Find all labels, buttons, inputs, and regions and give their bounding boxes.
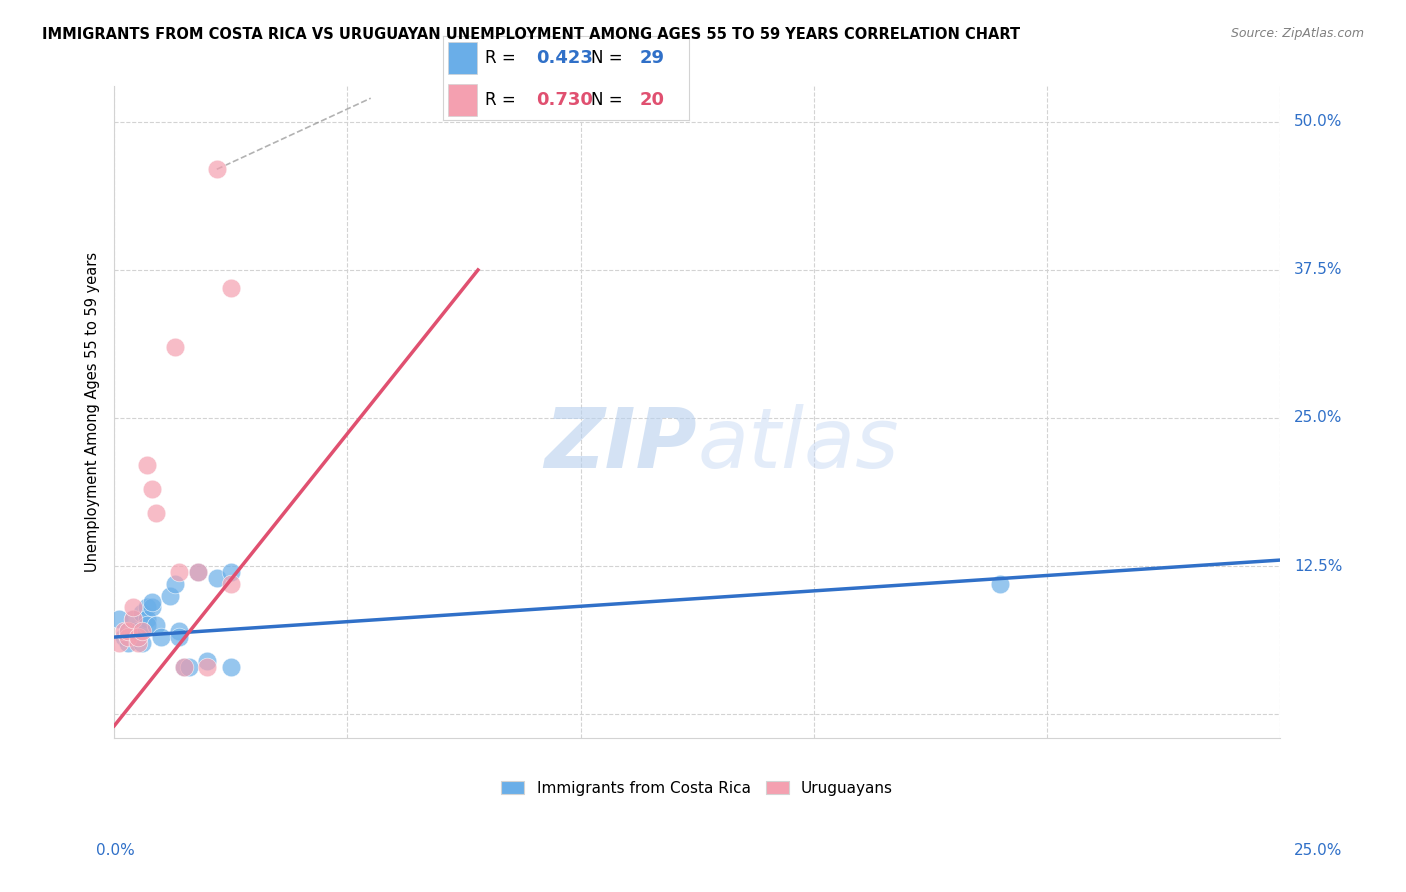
Point [117, 624, 139, 639]
Point [127, 624, 149, 639]
Point [131, 636, 153, 650]
Legend: Immigrants from Costa Rica, Uruguayans: Immigrants from Costa Rica, Uruguayans [495, 774, 898, 802]
Point [135, 600, 157, 615]
Point [117, 636, 139, 650]
Text: 20: 20 [640, 91, 665, 109]
Point [141, 482, 163, 496]
Point [177, 659, 200, 673]
Point [131, 624, 153, 639]
Text: 29: 29 [640, 49, 665, 67]
Point [117, 624, 139, 639]
Point [135, 458, 157, 473]
Point [219, 565, 242, 579]
Point [112, 630, 135, 644]
Point [121, 624, 143, 639]
Text: Source: ZipAtlas.com: Source: ZipAtlas.com [1230, 27, 1364, 40]
Point [135, 612, 157, 626]
Point [173, 659, 195, 673]
Text: 0.423: 0.423 [537, 49, 593, 67]
Point [187, 565, 209, 579]
Point [988, 576, 1011, 591]
Point [205, 162, 228, 177]
Y-axis label: Unemployment Among Ages 55 to 59 years: Unemployment Among Ages 55 to 59 years [86, 252, 100, 572]
Point [131, 607, 153, 621]
Point [145, 618, 167, 632]
Point [169, 624, 191, 639]
Point [159, 589, 181, 603]
Point [117, 630, 139, 644]
Point [127, 630, 149, 644]
Point [141, 600, 163, 615]
Text: 50.0%: 50.0% [1294, 114, 1343, 129]
Point [121, 600, 143, 615]
Point [169, 565, 191, 579]
Text: N =: N = [591, 49, 627, 67]
Point [219, 659, 242, 673]
Point [219, 576, 242, 591]
Point [187, 565, 209, 579]
Text: R =: R = [485, 91, 520, 109]
Text: 0.0%: 0.0% [96, 843, 135, 858]
Point [108, 636, 131, 650]
Point [108, 612, 131, 626]
Point [163, 340, 186, 354]
FancyBboxPatch shape [447, 42, 478, 74]
Point [219, 281, 242, 295]
Text: 25.0%: 25.0% [1295, 843, 1343, 858]
Text: N =: N = [591, 91, 627, 109]
Text: 37.5%: 37.5% [1294, 262, 1343, 277]
Text: atlas: atlas [697, 404, 898, 485]
Point [112, 624, 135, 639]
Point [169, 630, 191, 644]
Text: 12.5%: 12.5% [1294, 558, 1343, 574]
Text: IMMIGRANTS FROM COSTA RICA VS URUGUAYAN UNEMPLOYMENT AMONG AGES 55 TO 59 YEARS C: IMMIGRANTS FROM COSTA RICA VS URUGUAYAN … [42, 27, 1021, 42]
Text: ZIP: ZIP [544, 404, 697, 485]
Point [173, 659, 195, 673]
Point [127, 630, 149, 644]
FancyBboxPatch shape [447, 84, 478, 116]
Point [145, 506, 167, 520]
Point [149, 630, 172, 644]
Text: 0.730: 0.730 [537, 91, 593, 109]
Point [127, 636, 149, 650]
Point [135, 618, 157, 632]
Point [163, 576, 186, 591]
Point [197, 654, 219, 668]
Text: 25.0%: 25.0% [1294, 410, 1343, 425]
Point [141, 594, 163, 608]
Point [205, 571, 228, 585]
Point [197, 659, 219, 673]
Text: R =: R = [485, 49, 520, 67]
Point [121, 612, 143, 626]
Point [121, 612, 143, 626]
